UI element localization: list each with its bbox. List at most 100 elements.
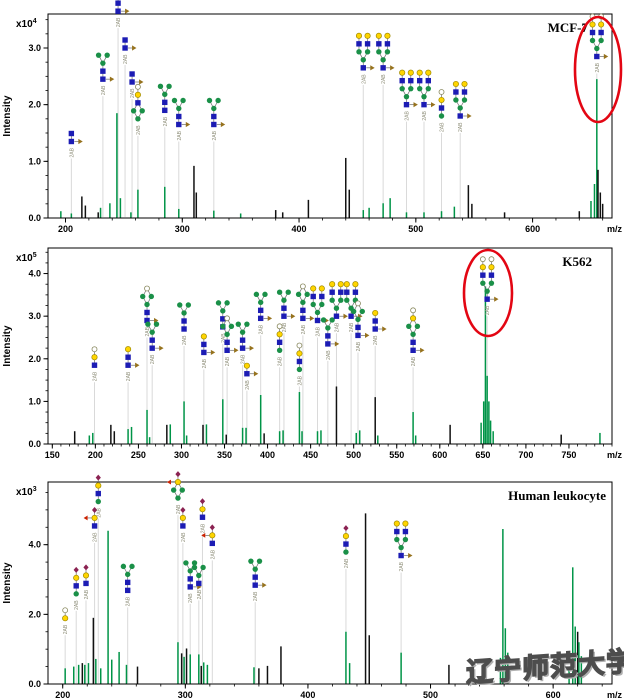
x-tick-label: 200: [58, 224, 73, 234]
plot-frame: [47, 481, 613, 685]
galactose-icon: [479, 264, 486, 271]
x-tick-label: 350: [217, 450, 232, 460]
glcnac-icon: [461, 89, 468, 95]
mannose-icon: [453, 97, 459, 103]
galactose-icon: [179, 514, 186, 521]
mannose-icon: [95, 52, 102, 58]
glycan-annotation: 2AB: [248, 558, 267, 601]
galactose-icon: [375, 32, 382, 39]
mannose-icon: [100, 60, 106, 66]
mannose-icon: [191, 560, 198, 566]
glcnac-icon: [296, 358, 303, 365]
glcnac-icon: [319, 293, 325, 300]
x-tick-label: 200: [55, 690, 70, 700]
tag-2ab-label: 2AB: [136, 125, 142, 135]
open-sugar-icon: [276, 323, 283, 330]
y-tick-label: 2.0: [28, 354, 41, 364]
glcnac-icon: [125, 362, 131, 368]
galactose-icon: [296, 350, 303, 357]
galactose-icon: [364, 32, 371, 39]
tag-2ab-label: 2AB: [399, 561, 405, 571]
glcnac-icon: [149, 345, 155, 351]
glcnac-icon: [244, 371, 250, 377]
galactose-icon: [384, 32, 391, 39]
tag-2ab-label: 2AB: [130, 88, 136, 98]
galactose-icon: [407, 69, 414, 76]
sialic-acid-icon: [83, 564, 89, 571]
mannose-icon: [355, 316, 361, 323]
glcnac-icon: [144, 317, 150, 324]
glcnac-icon: [91, 523, 98, 529]
tag-2ab-label: 2AB: [595, 62, 601, 72]
galactose-icon: [329, 281, 336, 288]
x-tick-label: 500: [423, 690, 438, 700]
mannose-icon: [594, 45, 600, 52]
x-tick-label: 150: [45, 450, 60, 460]
glcnac-icon: [100, 68, 106, 74]
open-sugar-icon: [299, 283, 306, 290]
mannose-icon: [257, 299, 264, 306]
glcnac-icon: [310, 293, 316, 300]
fucose-icon: [83, 515, 88, 521]
galactose-icon: [452, 80, 459, 88]
glycan-annotation: 2AB: [438, 89, 446, 132]
galactose-icon: [318, 285, 325, 292]
mannose-icon: [215, 97, 221, 104]
mannose-icon: [95, 498, 101, 505]
x-tick-label: 600: [525, 224, 540, 234]
glcnac-icon: [122, 37, 128, 43]
mannose-icon: [410, 331, 416, 338]
glcnac-icon: [589, 29, 596, 36]
open-sugar-icon: [144, 285, 150, 292]
mannose-icon: [488, 280, 495, 286]
galactose-icon: [461, 80, 468, 88]
mannose-icon: [211, 105, 217, 112]
tag-2ab-label: 2AB: [116, 17, 122, 27]
glycan-annotation: 2AB: [589, 13, 609, 73]
fucose-icon: [467, 113, 472, 119]
glcnac-icon: [376, 41, 382, 47]
x-tick-label: 550: [389, 450, 404, 460]
mannose-icon: [187, 568, 193, 574]
glcnac-icon: [257, 315, 264, 322]
mannose-icon: [144, 301, 150, 308]
sialic-acid-icon: [91, 506, 98, 513]
plot-frame: [47, 13, 613, 219]
galactose-icon: [488, 264, 495, 271]
glcnac-icon: [122, 45, 128, 51]
tag-2ab-label: 2AB: [74, 600, 80, 610]
mannose-icon: [130, 108, 137, 114]
mannose-icon: [296, 366, 303, 373]
open-sugar-icon: [488, 256, 495, 263]
glcnac-icon: [348, 313, 354, 319]
mannose-icon: [166, 83, 172, 90]
glcnac-icon: [380, 65, 386, 71]
panel-title: K562: [562, 254, 592, 269]
tag-2ab-label: 2AB: [69, 147, 75, 157]
mannose-icon: [408, 85, 414, 92]
y-tick-label: 4.0: [28, 540, 41, 550]
mannose-icon: [319, 301, 325, 308]
galactose-icon: [399, 69, 406, 76]
glycan-annotation: 2AB: [171, 97, 191, 141]
glycan-annotation: 2AB: [372, 309, 387, 345]
mannose-icon: [364, 49, 371, 55]
open-sugar-icon: [479, 256, 486, 263]
tag-2ab-label: 2AB: [200, 523, 206, 533]
mannose-icon: [480, 280, 486, 286]
glcnac-icon: [410, 339, 416, 346]
tag-2ab-label: 2AB: [197, 589, 203, 599]
glcnac-icon: [211, 121, 217, 128]
galactose-icon: [589, 21, 596, 28]
glycan-annotation: 2AB: [201, 524, 216, 559]
glycan-annotation: 2AB: [200, 333, 216, 368]
tag-2ab-label: 2AB: [181, 532, 187, 542]
glycan-annotation: 2AB: [129, 71, 144, 98]
glcnac-icon: [333, 313, 340, 319]
x-tick-label: 250: [131, 450, 146, 460]
glcnac-icon: [325, 341, 331, 347]
tag-2ab-label: 2AB: [96, 507, 102, 517]
mannose-icon: [325, 325, 331, 331]
glcnac-icon: [276, 339, 283, 346]
